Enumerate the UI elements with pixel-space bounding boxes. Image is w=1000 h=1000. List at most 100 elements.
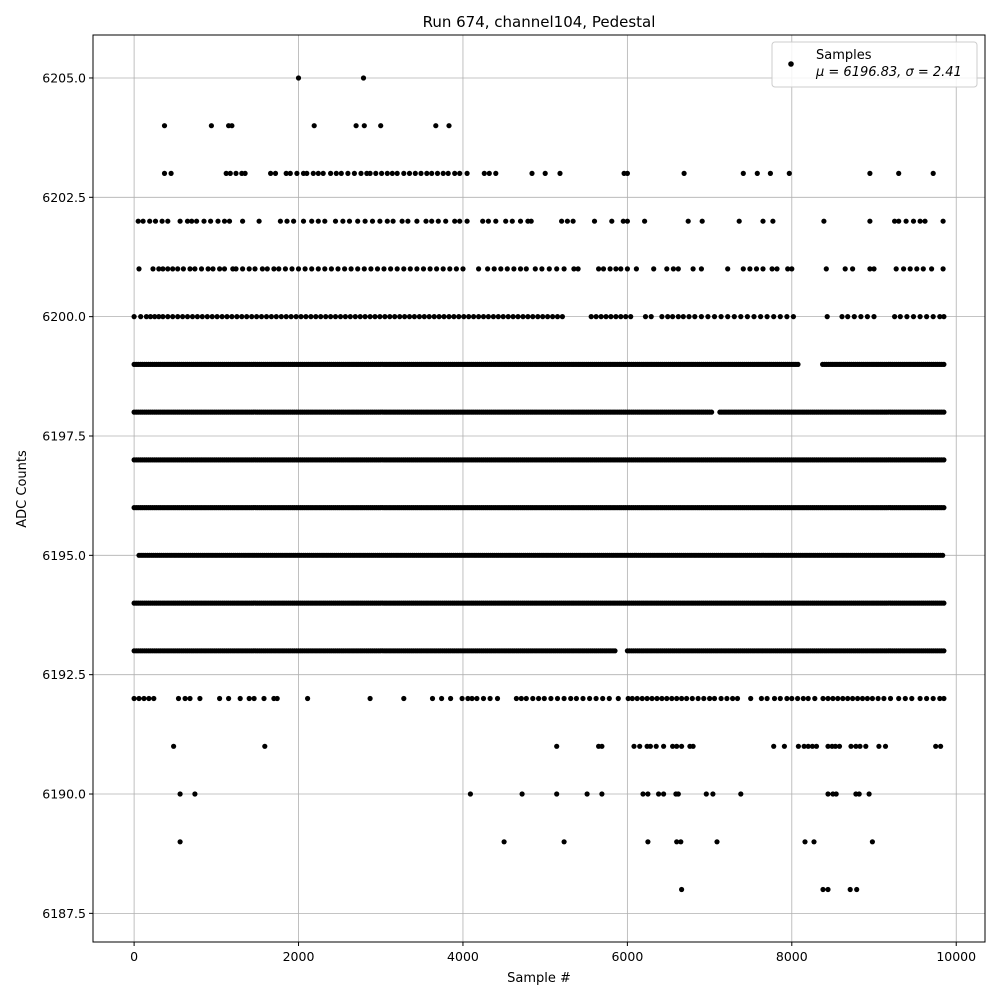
data-point — [367, 170, 373, 176]
data-point — [152, 314, 158, 320]
data-point — [858, 314, 864, 320]
data-point — [446, 123, 452, 129]
data-point — [598, 314, 604, 320]
data-point — [550, 314, 556, 320]
data-point — [362, 218, 368, 224]
data-point — [612, 648, 618, 654]
data-point — [653, 743, 659, 749]
data-point — [246, 695, 252, 702]
data-point — [384, 218, 390, 224]
data-point — [227, 170, 233, 176]
data-point — [747, 266, 753, 272]
data-point — [624, 266, 631, 272]
data-point — [469, 695, 475, 702]
y-tick-label: 6200.0 — [42, 309, 86, 324]
data-point — [474, 695, 480, 702]
data-point — [941, 600, 947, 606]
data-point — [795, 743, 802, 749]
data-point — [288, 314, 294, 320]
data-point — [303, 314, 309, 320]
data-point — [548, 695, 554, 702]
data-point — [165, 314, 171, 320]
data-point — [914, 266, 920, 272]
data-point — [263, 314, 270, 320]
data-point — [559, 314, 566, 320]
data-point — [824, 314, 830, 320]
data-point — [498, 266, 504, 272]
data-point — [429, 218, 435, 224]
data-point — [777, 695, 783, 702]
data-point — [457, 218, 463, 224]
data-point — [429, 695, 436, 702]
data-point — [830, 695, 836, 702]
data-point — [892, 218, 898, 224]
data-point — [424, 170, 430, 176]
data-point — [674, 839, 680, 845]
data-point — [744, 314, 751, 320]
data-point — [711, 314, 718, 320]
data-point — [476, 266, 482, 272]
data-point — [505, 314, 511, 320]
data-point — [848, 743, 854, 749]
data-point — [654, 695, 660, 702]
data-point — [876, 743, 882, 749]
y-axis-label: ADC Counts — [15, 450, 30, 528]
data-point — [748, 695, 754, 702]
data-point — [698, 266, 705, 272]
data-point — [599, 743, 605, 749]
data-point — [282, 266, 288, 272]
data-point — [229, 314, 235, 320]
data-point — [447, 266, 453, 272]
data-point — [221, 218, 228, 224]
data-point — [411, 314, 417, 320]
data-point — [135, 218, 141, 224]
data-point — [293, 314, 299, 320]
x-axis-ticks: 0 2000 4000 6000 8000 10000 — [130, 942, 976, 964]
data-point — [322, 266, 328, 272]
data-point — [165, 266, 171, 272]
data-point — [187, 266, 193, 272]
data-point — [760, 218, 766, 224]
data-point — [907, 266, 913, 272]
data-point — [540, 314, 546, 320]
data-point — [561, 266, 567, 272]
data-point — [352, 314, 358, 320]
data-point — [869, 839, 876, 845]
data-point — [835, 695, 841, 702]
data-point — [448, 695, 454, 702]
data-point — [517, 266, 524, 272]
data-point — [485, 314, 491, 320]
data-point — [254, 314, 260, 320]
data-point — [679, 743, 685, 749]
data-point — [532, 266, 538, 272]
y-tick-label: 6202.5 — [42, 190, 86, 205]
legend-box — [771, 41, 978, 88]
data-point — [348, 266, 354, 272]
data-point — [234, 314, 240, 320]
data-point — [764, 314, 770, 320]
data-point — [305, 695, 311, 702]
data-point — [451, 314, 457, 320]
data-point — [221, 266, 228, 272]
data-point — [659, 314, 665, 320]
data-point — [481, 170, 487, 176]
data-point — [801, 743, 807, 749]
data-point — [703, 791, 709, 797]
data-point — [226, 218, 233, 224]
data-point — [645, 839, 651, 845]
data-point — [426, 314, 432, 320]
data-point — [896, 170, 902, 176]
data-point — [758, 314, 764, 320]
data-point — [161, 123, 168, 129]
data-point — [805, 743, 811, 749]
data-point — [784, 695, 790, 702]
data-point — [175, 695, 182, 702]
data-point — [711, 695, 718, 702]
data-point — [342, 266, 348, 272]
data-point — [575, 266, 581, 272]
data-point — [933, 743, 939, 749]
data-point — [525, 314, 531, 320]
data-point — [892, 314, 898, 320]
data-point — [920, 266, 926, 272]
data-point — [836, 743, 843, 749]
